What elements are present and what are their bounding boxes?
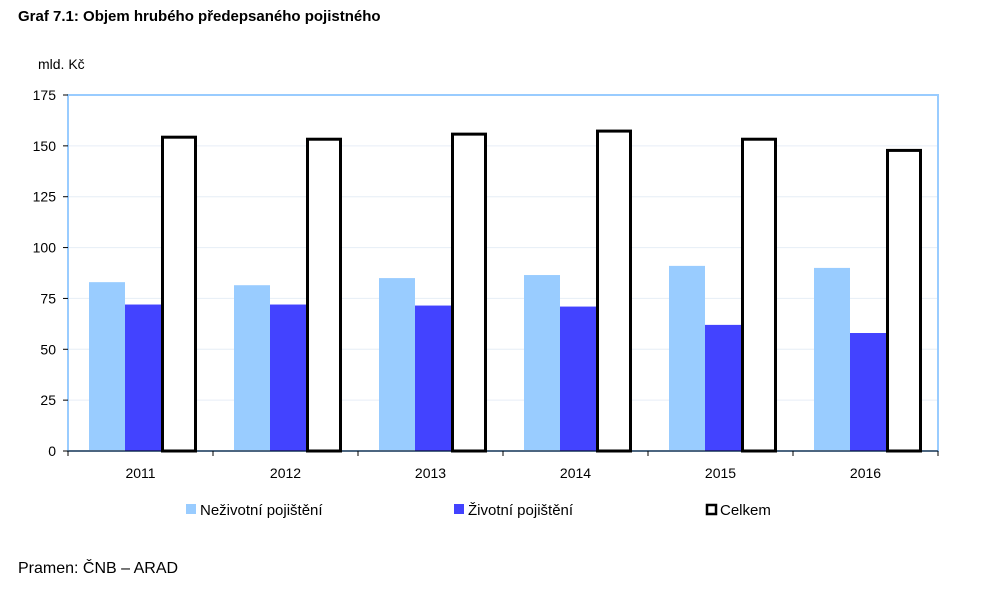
bar-nezivotni-2016 [814, 267, 850, 451]
bar-nezivotni-2011 [89, 282, 125, 451]
bar-nezivotni-2013 [379, 278, 415, 451]
bar-nezivotni-2014 [524, 275, 560, 451]
chart-title: Graf 7.1: Objem hrubého předepsaného poj… [18, 8, 381, 25]
bar-zivotni-2014 [560, 306, 596, 451]
gridlines [68, 145, 938, 401]
legend-label: Neživotní pojištění [200, 502, 323, 519]
legend-swatch [454, 504, 464, 514]
legend-label: Celkem [720, 502, 771, 519]
bar-nezivotni-2012 [234, 285, 270, 451]
x-tick-label: 2013 [415, 465, 446, 481]
y-tick-label: 100 [33, 240, 57, 256]
y-axis-label: mld. Kč [38, 56, 85, 72]
bar-celkem-2014 [596, 129, 632, 453]
y-tick-label: 75 [40, 290, 56, 306]
bar-zivotni-2012 [270, 304, 306, 451]
x-tick-label: 2014 [560, 465, 591, 481]
y-tick-label: 50 [40, 341, 56, 357]
bar-celkem-2013 [451, 132, 487, 453]
plot-area-frame [67, 94, 939, 452]
y-tick-label: 25 [40, 392, 56, 408]
bar-chart: mld. Kč 0 25 50 75 100 125 150 175 2011 2012 2013… [33, 56, 939, 519]
legend-label: Životní pojištění [468, 502, 574, 519]
source-note: Pramen: ČNB – ARAD [18, 560, 179, 577]
bars [89, 129, 922, 453]
bar-zivotni-2016 [850, 333, 886, 451]
bar-celkem-2011 [161, 135, 197, 453]
y-tick-label: 175 [33, 87, 57, 103]
bar-zivotni-2015 [705, 324, 741, 451]
bar-zivotni-2013 [415, 305, 451, 451]
x-tick-label: 2011 [125, 465, 155, 481]
y-tick-label: 150 [33, 138, 57, 154]
x-tick-label: 2016 [850, 465, 881, 481]
legend: Neživotní pojištění Životní pojištění Celk… [186, 502, 771, 519]
bar-celkem-2016 [886, 148, 922, 453]
legend-swatch [705, 503, 718, 516]
bar-celkem-2015 [741, 137, 777, 453]
y-tick-label: 125 [33, 189, 57, 205]
bar-nezivotni-2015 [669, 265, 705, 451]
legend-swatch [186, 504, 196, 514]
x-tick-label: 2015 [705, 465, 736, 481]
y-tick-label: 0 [48, 443, 56, 459]
x-tick-label: 2012 [270, 465, 301, 481]
bar-celkem-2012 [306, 137, 342, 453]
bar-zivotni-2011 [125, 304, 161, 451]
x-axis-ticks: 2011 2012 2013 2014 2015 2016 [67, 450, 939, 481]
y-axis-ticks: 0 25 50 75 100 125 150 175 [33, 87, 68, 459]
